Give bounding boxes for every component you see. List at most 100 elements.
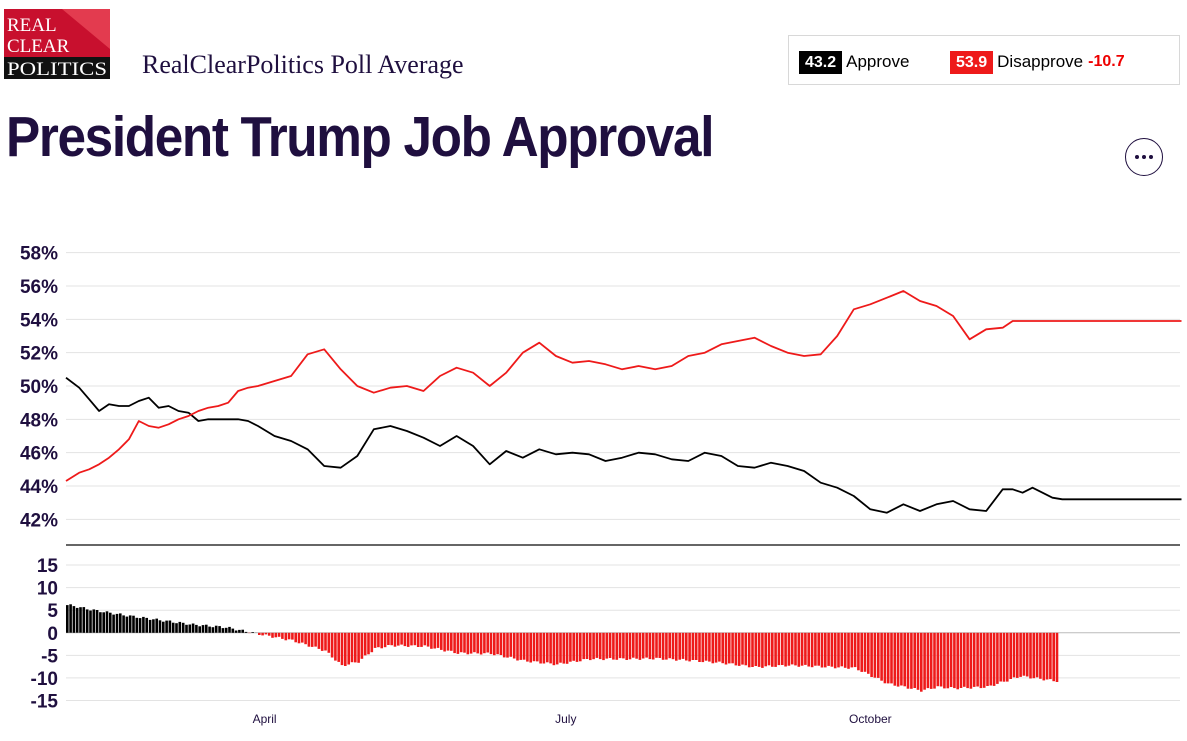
spread-y-tick-label: -10 [31, 669, 58, 690]
spread-bar [989, 632, 993, 686]
spread-bar [357, 632, 360, 663]
spread-bar [678, 632, 681, 660]
spread-bar [824, 632, 827, 668]
main-y-tick-label: 44% [20, 477, 58, 498]
spread-bar [387, 632, 390, 645]
spread-bar [833, 632, 837, 669]
spread-bar [1039, 632, 1042, 679]
spread-bar [929, 632, 933, 689]
spread-bar [109, 612, 112, 633]
spread-bar [764, 632, 767, 667]
spread-bar [529, 632, 532, 663]
spread-bar [870, 632, 873, 677]
spread-bar [923, 632, 926, 690]
spread-bar [900, 632, 903, 686]
spread-bar [363, 632, 367, 656]
spread-bar [125, 616, 129, 633]
spread-bar [539, 632, 542, 664]
spread-bar [79, 607, 82, 633]
spread-bar [936, 632, 940, 687]
spread-bar [519, 632, 523, 660]
spread-bar [579, 632, 582, 662]
spread-bar [949, 632, 953, 687]
spread-bar [671, 632, 675, 660]
spread-bar [350, 632, 354, 663]
spread-bar [420, 632, 423, 647]
spread-bar [274, 632, 278, 638]
spread-bar [781, 632, 784, 665]
spread-bar [933, 632, 936, 689]
spread-bar [128, 615, 132, 633]
spread-bar [1012, 632, 1016, 678]
spread-bar [1049, 632, 1052, 680]
spread-bar [92, 609, 96, 633]
spread-bar [370, 632, 374, 653]
spread-bar [737, 632, 741, 666]
spread-bar [221, 628, 225, 633]
spread-y-tick-label: 15 [37, 556, 59, 577]
spread-bar [310, 632, 314, 647]
main-chart-y-axis: 58% 56% 54% 52% 50% 48% 46% 44% 42% [20, 244, 58, 532]
spread-bar [701, 632, 705, 663]
spread-bar [1055, 632, 1059, 682]
spread-bar [446, 632, 450, 651]
page-title: President Trump Job Approval [6, 105, 714, 169]
spread-bar [575, 632, 579, 662]
spread-bar [622, 632, 625, 659]
spread-bar [598, 632, 602, 660]
main-chart-series [65, 290, 1182, 514]
spread-bar [721, 632, 724, 664]
spread-bar [400, 632, 403, 645]
spread-bar [251, 632, 254, 633]
spread-bar [416, 632, 420, 647]
spread-bar [135, 617, 139, 633]
approve-value-badge: 43.2 [799, 50, 843, 74]
spread-bar [330, 632, 334, 658]
spread-bar [258, 632, 261, 635]
x-axis-label-april: April [253, 712, 277, 726]
spread-bar [397, 632, 400, 646]
spread-value: -10.7 [1088, 53, 1125, 70]
spread-bar [794, 632, 797, 666]
main-y-tick-label: 46% [20, 444, 58, 465]
approve-line [65, 376, 1182, 514]
spread-bar [711, 632, 715, 664]
spread-bar [1006, 632, 1009, 682]
spread-bar [238, 629, 241, 633]
spread-bar [426, 632, 430, 647]
logo-line-2: CLEAR [7, 36, 70, 57]
spread-bar [526, 632, 529, 662]
spread-bar [214, 625, 218, 633]
spread-bar [317, 632, 321, 649]
spread-bar [880, 632, 883, 681]
spread-bar [231, 628, 235, 633]
spread-bar [757, 632, 761, 667]
summary-box: 43.2 Approve 53.9 Disapprove -10.7 [788, 35, 1180, 85]
spread-bar [287, 632, 291, 640]
spread-bar [1009, 632, 1012, 679]
spread-bar [562, 632, 566, 664]
spread-bar [367, 632, 370, 655]
spread-bar [661, 632, 665, 660]
main-y-tick-label: 48% [20, 410, 58, 431]
spread-bar [459, 632, 463, 653]
spread-bar [132, 615, 135, 633]
spread-bar [430, 632, 433, 649]
spread-bar [641, 632, 645, 659]
more-options-button[interactable] [1125, 138, 1163, 176]
spread-bar [595, 632, 599, 658]
spread-bar [1029, 632, 1032, 679]
spread-bar [675, 632, 678, 661]
spread-bar [211, 627, 215, 633]
spread-bar [1019, 632, 1022, 677]
disapprove-summary: 53.9 Disapprove -10.7 [950, 50, 1125, 74]
spread-bar [1032, 632, 1036, 679]
spread-bar [615, 632, 619, 660]
spread-bar [115, 613, 119, 633]
spread-bar [903, 632, 906, 687]
spread-bar [466, 632, 470, 655]
spread-bar [698, 632, 701, 662]
spread-bar [320, 632, 324, 651]
spread-bar [502, 632, 506, 658]
